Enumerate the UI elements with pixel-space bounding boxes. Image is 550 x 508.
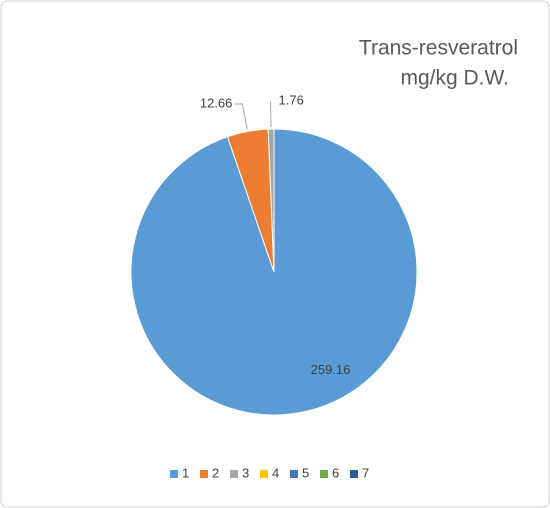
legend-swatch [350, 470, 358, 478]
legend-swatch [260, 470, 268, 478]
legend-label: 2 [212, 465, 219, 480]
data-label: 12.66 [200, 95, 233, 110]
data-label: 1.76 [279, 92, 304, 107]
legend-label: 4 [272, 465, 279, 480]
legend-label: 3 [242, 465, 249, 480]
legend-label: 7 [362, 465, 369, 480]
legend-label: 1 [182, 465, 189, 480]
legend-label: 5 [302, 465, 309, 480]
chart-title: Trans-resveratrol [359, 37, 518, 60]
legend-swatch [170, 470, 178, 478]
legend-swatch [200, 470, 208, 478]
leader-line [234, 103, 248, 130]
chart-title: mg/kg D.W. [400, 67, 509, 90]
legend-swatch [230, 470, 238, 478]
leader-line [270, 101, 272, 128]
legend-label: 6 [332, 465, 339, 480]
pie-slice [267, 128, 275, 273]
legend-swatch [290, 470, 298, 478]
data-label: 259.16 [311, 362, 351, 377]
legend-swatch [320, 470, 328, 478]
